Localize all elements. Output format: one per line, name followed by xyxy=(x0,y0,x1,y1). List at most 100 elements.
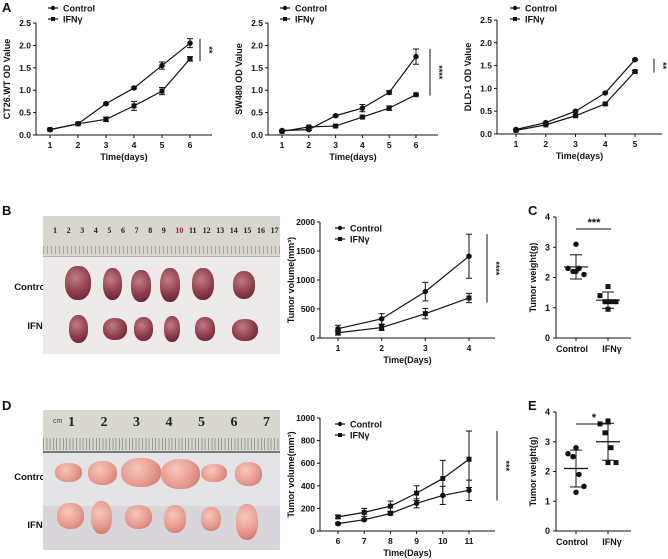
y-tick-label: 1.5 xyxy=(480,61,492,71)
y-tick-label: 0.0 xyxy=(19,130,31,140)
tumor xyxy=(131,270,151,302)
data-point-control xyxy=(572,108,579,114)
ruler-number: 13 xyxy=(216,226,225,235)
x-tick-label: 4 xyxy=(467,343,472,353)
significance-label: *** xyxy=(588,217,602,229)
photo-b-row-label-control: Control xyxy=(14,282,48,293)
data-point-control xyxy=(466,487,472,494)
legend-marker xyxy=(283,17,287,21)
ruler-number: 3 xyxy=(80,226,85,235)
data-point-ifng xyxy=(613,299,619,305)
y-tick-label: 2000 xyxy=(296,217,315,227)
tumor xyxy=(192,268,214,300)
panel-letter-b: B xyxy=(2,203,12,218)
x-tick-label: 2 xyxy=(306,140,311,150)
data-point-ifng xyxy=(608,445,614,451)
y-axis-label: SW480 OD Value xyxy=(234,43,244,115)
data-point-ifng xyxy=(413,92,419,98)
ruler-d: cm 1 2 3 4 5 6 7 xyxy=(43,410,280,453)
y-tick-label: 1500 xyxy=(296,246,315,256)
photo-b-row-label-ifng: IFNγ xyxy=(27,321,48,332)
data-point-control xyxy=(332,112,339,119)
ruler-number: 4 xyxy=(165,415,173,430)
y-tick-label: 1.0 xyxy=(19,85,31,95)
x-tick-label: 3 xyxy=(333,140,338,150)
significance-label: * xyxy=(592,412,597,424)
data-point-ifng xyxy=(103,116,109,122)
ruler-number: 10 xyxy=(175,226,184,235)
data-point-control xyxy=(466,253,472,259)
x-tick-label: 6 xyxy=(336,536,341,546)
data-point-ifng xyxy=(387,503,393,509)
ruler-number: 3 xyxy=(133,415,140,430)
y-tick-label: 2.0 xyxy=(251,40,263,50)
y-tick-label: 3 xyxy=(545,437,550,447)
data-point-control xyxy=(413,500,420,507)
y-tick-label: 0.5 xyxy=(251,108,263,118)
x-tick-label: 6 xyxy=(188,140,193,150)
ruler-number: 4 xyxy=(93,226,98,235)
tumor xyxy=(164,316,180,342)
significance-label: **** xyxy=(491,261,501,276)
data-point-ifng xyxy=(422,311,428,317)
series-line-ifng xyxy=(337,297,470,334)
panel-letter-a: A xyxy=(2,0,12,15)
legend-marker xyxy=(282,5,288,11)
significance-label: **** xyxy=(434,65,444,80)
y-axis-label: Tumor volume(mm³) xyxy=(286,431,296,517)
significance-label: ** xyxy=(204,46,214,54)
data-point-ifng xyxy=(632,69,638,75)
data-point-ifng xyxy=(361,509,367,515)
panel-letter-e: E xyxy=(528,398,537,413)
significance-label: *** xyxy=(501,460,511,471)
photo-d-row-label-ifng: IFNγ xyxy=(27,520,48,531)
data-point-control xyxy=(103,100,109,107)
data-point-ifng xyxy=(605,418,611,424)
legend-label-ifng: IFNγ xyxy=(63,15,83,25)
data-point-ifng xyxy=(602,430,608,436)
y-tick-label: 1000 xyxy=(296,413,315,423)
series-line-ifng xyxy=(49,58,191,131)
data-point-control xyxy=(359,105,366,111)
legend-label-control: Control xyxy=(525,4,557,14)
x-axis-label: Time(days) xyxy=(556,151,603,161)
data-point-ifng xyxy=(75,121,81,127)
significance-label: ** xyxy=(658,62,668,70)
data-point-control xyxy=(187,40,193,46)
tumor xyxy=(201,464,227,482)
tumor-photo-d: cm 1 2 3 4 5 6 7 xyxy=(43,410,280,550)
ruler-number: 15 xyxy=(243,226,252,235)
y-tick-label: 3 xyxy=(545,242,550,252)
y-tick-label: 2.5 xyxy=(19,18,31,28)
legend-marker xyxy=(50,5,56,11)
x-tick-label: 1 xyxy=(336,343,341,353)
series-line-ifng xyxy=(281,94,417,133)
tumor xyxy=(121,458,161,487)
x-tick-label: 8 xyxy=(388,536,393,546)
tumor xyxy=(236,504,258,540)
tumor xyxy=(195,317,215,341)
series-line-ifng xyxy=(337,458,470,518)
tumor xyxy=(103,318,127,340)
ruler-number: 6 xyxy=(121,226,125,235)
x-tick-label: 10 xyxy=(438,536,448,546)
panel-letter-d: D xyxy=(2,398,12,413)
x-tick-label-ifng: IFNγ xyxy=(602,537,622,547)
data-point-control xyxy=(335,520,341,527)
data-point-ifng xyxy=(359,114,365,120)
y-tick-label: 2 xyxy=(545,467,550,477)
data-point-ifng xyxy=(440,475,446,481)
data-point-ifng xyxy=(602,101,608,107)
x-tick-label: 4 xyxy=(132,140,137,150)
data-point-ifng xyxy=(605,284,611,290)
ruler-number: 1 xyxy=(68,415,75,430)
y-tick-label: 200 xyxy=(301,503,315,513)
y-tick-label: 2 xyxy=(545,273,550,283)
data-point-ifng xyxy=(187,56,193,62)
data-point-control xyxy=(386,89,392,96)
y-tick-label: 0 xyxy=(310,526,315,536)
series-line-control xyxy=(281,56,417,132)
tumor-photo-b: 1 2 3 4 5 6 7 8 9 10 11 12 13 14 15 16 17 xyxy=(43,216,280,354)
x-tick-label: 6 xyxy=(414,140,419,150)
data-point-ifng xyxy=(605,460,611,466)
